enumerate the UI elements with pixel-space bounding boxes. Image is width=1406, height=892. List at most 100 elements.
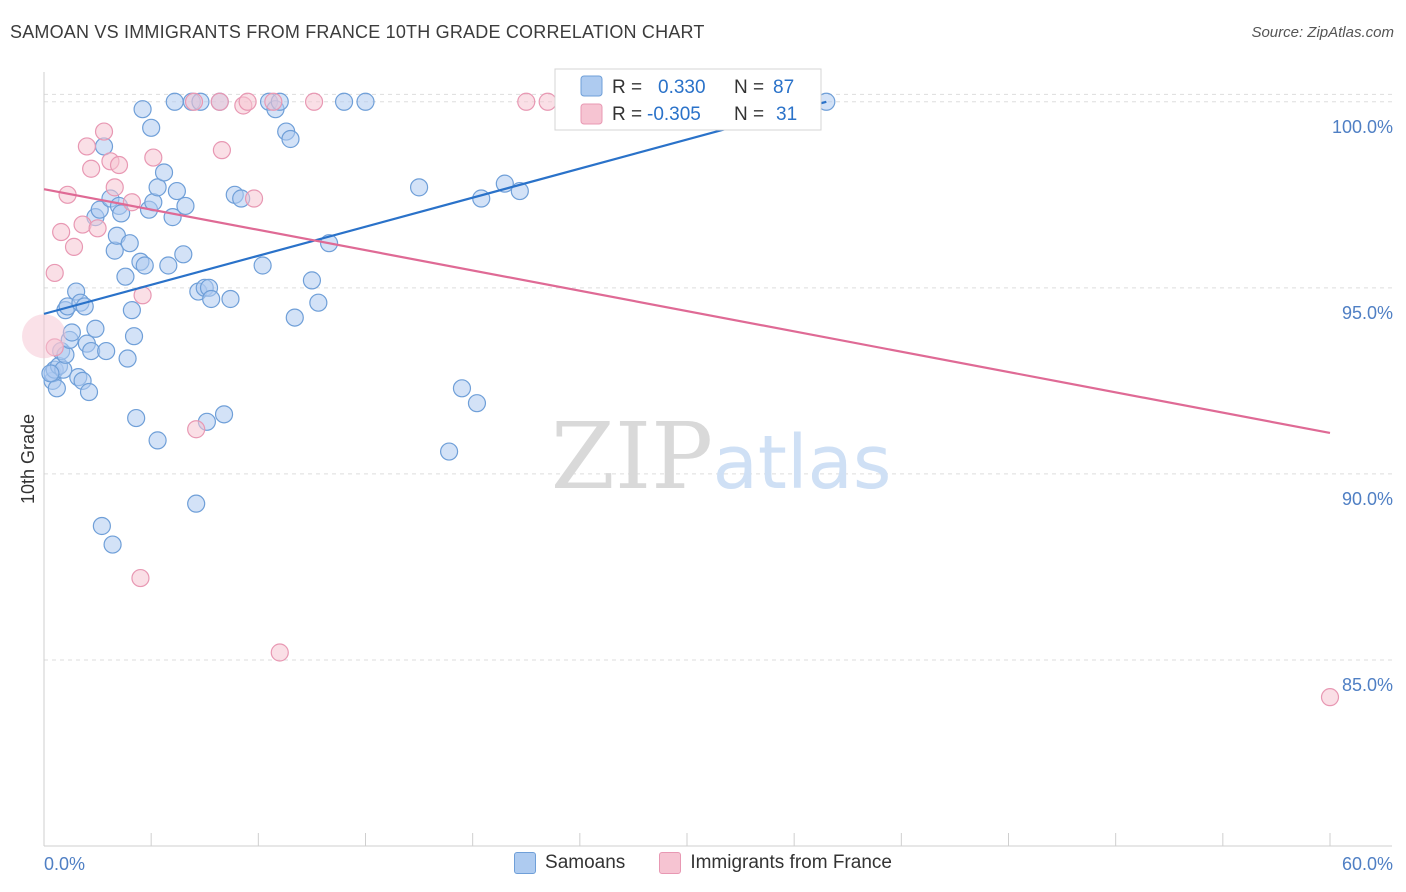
legend-item-samoans[interactable]: Samoans (514, 852, 625, 874)
watermark-atlas: atlas (713, 420, 892, 506)
point-france (122, 193, 141, 212)
point-samoans (79, 382, 99, 402)
point-samoans (187, 494, 206, 513)
point-samoans (92, 516, 111, 536)
tick-label-layer: 85.0% 90.0% 95.0% 100.0% 0.0% 60.0% (44, 117, 1393, 874)
point-france (94, 122, 114, 141)
point-france (270, 643, 289, 662)
point-france (1320, 688, 1340, 707)
point-samoans (127, 408, 146, 428)
point-samoans (154, 163, 174, 182)
stats-n-value-samoans: 87 (773, 77, 794, 98)
point-france (82, 159, 101, 178)
point-samoans (356, 92, 375, 111)
point-france (52, 222, 71, 242)
point-france-large (22, 314, 66, 359)
legend-label-france: Immigrants from France (690, 852, 892, 873)
point-samoans (174, 245, 193, 264)
point-france (45, 263, 64, 283)
point-france (264, 92, 283, 111)
point-samoans (103, 535, 122, 554)
point-france (144, 148, 163, 167)
point-france (212, 141, 231, 160)
point-samoans (439, 442, 459, 461)
point-france (73, 215, 92, 234)
point-samoans (214, 405, 234, 424)
point-samoans (309, 293, 328, 312)
point-samoans (118, 349, 137, 368)
chart-source: Source: ZipAtlas.com (1251, 24, 1394, 41)
point-samoans (176, 196, 195, 216)
point-samoans (142, 118, 161, 137)
point-samoans (302, 271, 322, 290)
point-samoans (41, 364, 60, 383)
point-samoans (253, 256, 272, 275)
trend-layer (43, 100, 1331, 435)
stats-swatch-france (580, 103, 603, 125)
point-france (105, 178, 124, 197)
point-samoans (120, 234, 139, 253)
point-france (77, 137, 96, 156)
legend-swatch-france (659, 852, 682, 874)
y-tick-label: 85.0% (1342, 675, 1393, 695)
stats-r-value-france: -0.305 (647, 104, 701, 125)
series-legend: Samoans Immigrants from France (0, 852, 1406, 874)
point-france (187, 420, 206, 439)
point-france (517, 92, 536, 111)
watermark-zip: ZIP (551, 403, 713, 510)
point-samoans (334, 92, 354, 111)
point-samoans (97, 341, 116, 361)
point-france (131, 568, 150, 588)
point-samoans (122, 301, 141, 320)
point-france (238, 92, 257, 111)
point-samoans (409, 178, 429, 197)
trend-line-samoans (43, 100, 827, 315)
stats-swatch-samoans (580, 75, 603, 97)
point-samoans (62, 323, 81, 342)
point-samoans (90, 200, 109, 219)
point-samoans (285, 308, 304, 327)
point-france (304, 92, 324, 111)
legend-label-samoans: Samoans (545, 852, 626, 873)
y-tick-label: 100.0% (1332, 117, 1393, 137)
point-samoans (105, 241, 124, 260)
point-samoans (124, 327, 144, 346)
point-samoans (467, 394, 487, 413)
point-samoans (165, 92, 184, 111)
axis-layer (43, 72, 1392, 847)
point-samoans (452, 379, 472, 398)
point-samoans (116, 267, 135, 286)
point-samoans (148, 431, 167, 450)
legend-swatch-samoans (514, 852, 537, 874)
stats-legend: R = 0.330 N = 87 R = -0.305 N = 31 (554, 68, 822, 131)
y-tick-label: 95.0% (1342, 303, 1393, 323)
point-samoans (133, 100, 152, 119)
watermark: ZIP atlas (551, 403, 892, 510)
chart-title: SAMOAN VS IMMIGRANTS FROM FRANCE 10TH GR… (10, 22, 705, 42)
stats-r-label-france: R = (612, 104, 642, 125)
point-samoans (281, 129, 300, 149)
legend-item-france[interactable]: Immigrants from France (659, 852, 892, 874)
y-axis-label: 10th Grade (18, 414, 38, 504)
stats-n-value-france: 31 (776, 104, 797, 125)
stats-n-label-samoans: N = (734, 77, 764, 98)
stats-r-label-samoans: R = (612, 77, 642, 98)
point-samoans (221, 289, 240, 309)
point-france (210, 92, 229, 111)
points-layer (22, 92, 1340, 707)
point-france (109, 155, 129, 175)
x-tick-label: 0.0% (44, 854, 85, 874)
point-samoans (472, 189, 491, 208)
point-samoans (86, 319, 105, 338)
trend-line-france (43, 188, 1331, 435)
point-france (64, 237, 84, 256)
point-samoans (167, 181, 186, 201)
point-france (88, 219, 107, 238)
point-samoans (135, 256, 154, 275)
stats-r-value-samoans: 0.330 (658, 77, 706, 98)
x-tick-label: 60.0% (1342, 854, 1393, 874)
stats-n-label-france: N = (734, 104, 764, 125)
point-france (538, 92, 557, 111)
y-tick-label: 90.0% (1342, 489, 1393, 509)
